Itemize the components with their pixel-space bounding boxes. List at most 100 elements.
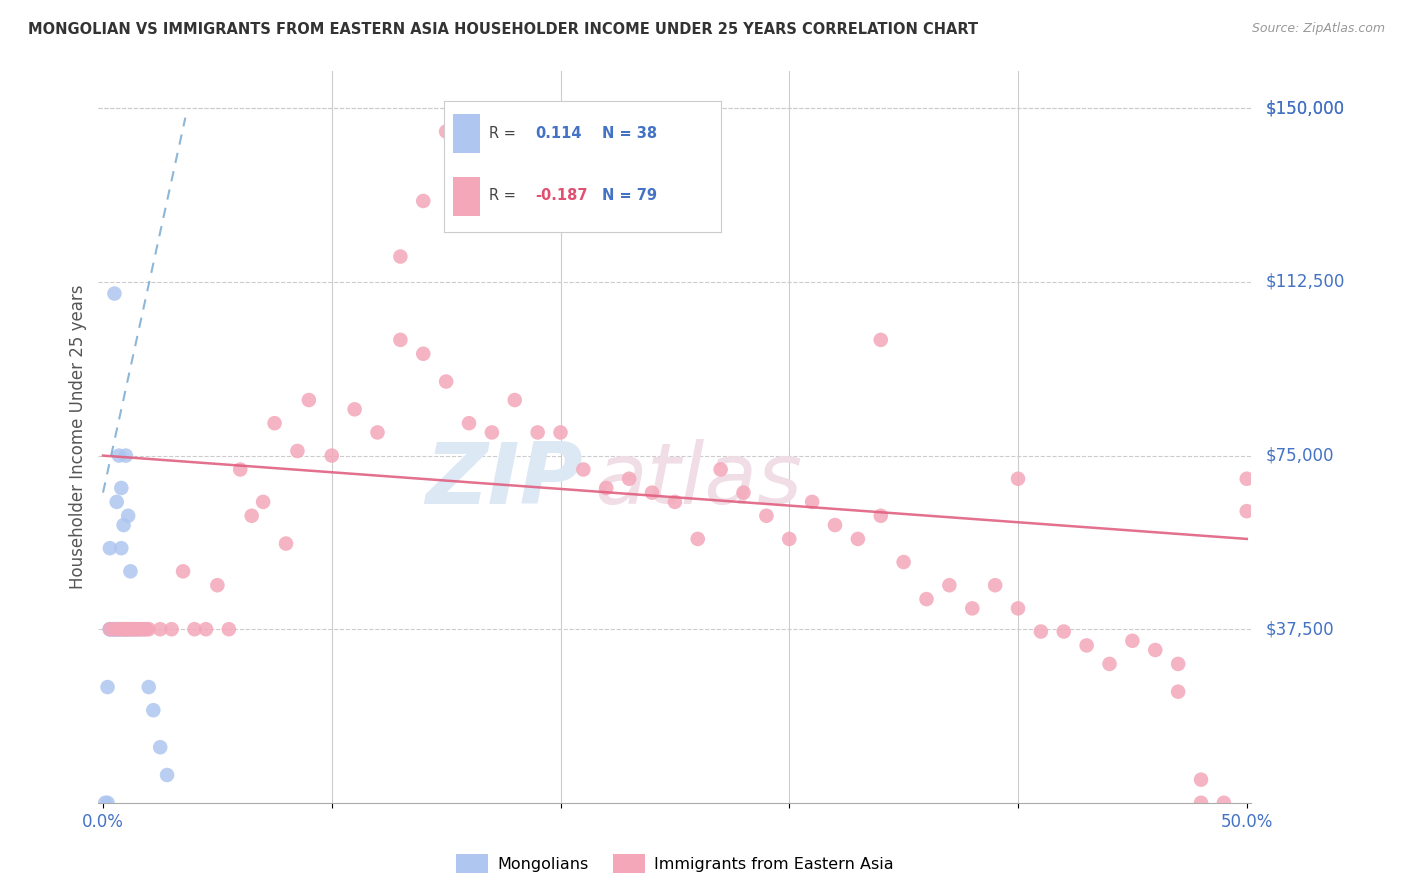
Point [1189, 772, 1212, 787]
Text: $75,000: $75,000 [1265, 447, 1334, 465]
Point [103, 622, 125, 636]
Point [1029, 624, 1052, 639]
Point [120, 565, 142, 579]
Text: ZIP: ZIP [425, 440, 582, 523]
Point [138, 622, 160, 636]
Point [115, 449, 138, 463]
Point [298, 392, 321, 407]
Point [824, 518, 846, 533]
Point [121, 622, 143, 636]
Point [98, 622, 121, 636]
Point [755, 508, 778, 523]
Text: $112,500: $112,500 [1265, 273, 1344, 291]
Point [101, 622, 124, 636]
Point [149, 622, 172, 636]
Point [550, 425, 572, 440]
Point [1121, 633, 1143, 648]
Point [160, 622, 183, 636]
Point [458, 416, 481, 430]
Point [434, 124, 457, 138]
Point [984, 578, 1007, 592]
Point [105, 622, 128, 636]
Point [641, 485, 664, 500]
Point [915, 592, 938, 607]
Point [172, 565, 194, 579]
Text: $150,000: $150,000 [1265, 99, 1344, 118]
Point [412, 194, 434, 208]
Point [274, 536, 297, 550]
Point [138, 680, 160, 694]
Point [120, 622, 142, 636]
Point [343, 402, 366, 417]
Point [108, 622, 131, 636]
Point [664, 495, 686, 509]
Point [108, 622, 131, 636]
Point [1098, 657, 1121, 671]
Point [98, 622, 121, 636]
Point [103, 622, 125, 636]
Point [572, 462, 595, 476]
Point [1236, 472, 1258, 486]
Point [207, 578, 229, 592]
Point [108, 622, 131, 636]
Point [121, 622, 143, 636]
Point [131, 622, 153, 636]
Y-axis label: Householder Income Under 25 years: Householder Income Under 25 years [69, 285, 87, 590]
Point [481, 425, 503, 440]
Point [134, 622, 156, 636]
Point [97, 680, 120, 694]
Text: MONGOLIAN VS IMMIGRANTS FROM EASTERN ASIA HOUSEHOLDER INCOME UNDER 25 YEARS CORR: MONGOLIAN VS IMMIGRANTS FROM EASTERN ASI… [28, 22, 979, 37]
Point [1189, 796, 1212, 810]
Point [103, 622, 125, 636]
Point [962, 601, 984, 615]
Point [94, 796, 117, 810]
Point [134, 622, 156, 636]
Point [117, 622, 139, 636]
Point [110, 541, 132, 556]
Point [1212, 796, 1234, 810]
Point [127, 622, 149, 636]
Point [617, 472, 640, 486]
Point [218, 622, 240, 636]
Point [1007, 472, 1029, 486]
Point [97, 796, 120, 810]
Point [801, 495, 824, 509]
Point [595, 481, 617, 495]
Point [869, 333, 891, 347]
Point [156, 768, 179, 782]
Point [101, 622, 124, 636]
Point [112, 622, 135, 636]
Point [115, 622, 138, 636]
Point [733, 485, 755, 500]
Point [321, 449, 343, 463]
Point [686, 532, 709, 546]
Point [98, 541, 121, 556]
Point [117, 508, 139, 523]
Point [389, 250, 412, 264]
Point [108, 449, 131, 463]
Point [127, 622, 149, 636]
Point [124, 622, 146, 636]
Point [1007, 601, 1029, 615]
Point [710, 462, 733, 476]
Point [1236, 504, 1258, 518]
Point [105, 495, 128, 509]
Point [120, 622, 142, 636]
Point [389, 333, 412, 347]
Point [263, 416, 285, 430]
Point [1167, 657, 1189, 671]
Text: Source: ZipAtlas.com: Source: ZipAtlas.com [1251, 22, 1385, 36]
Point [110, 622, 132, 636]
Point [98, 622, 121, 636]
Point [103, 286, 125, 301]
Point [1144, 643, 1167, 657]
Point [229, 462, 252, 476]
Point [115, 622, 138, 636]
Legend: Mongolians, Immigrants from Eastern Asia: Mongolians, Immigrants from Eastern Asia [450, 847, 900, 879]
Point [869, 508, 891, 523]
Text: $150,000: $150,000 [1265, 99, 1344, 118]
Point [110, 622, 132, 636]
Point [149, 740, 172, 755]
Point [526, 425, 548, 440]
Point [115, 622, 138, 636]
